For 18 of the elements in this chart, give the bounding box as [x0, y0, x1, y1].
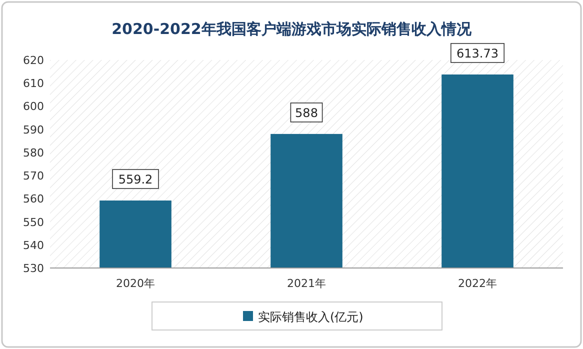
x-tick-label: 2021年	[287, 277, 326, 290]
y-tick-label: 530	[23, 262, 44, 275]
x-tick-label: 2022年	[458, 277, 497, 290]
y-tick-label: 620	[23, 54, 44, 67]
y-tick-label: 600	[23, 100, 44, 114]
y-tick-label: 540	[23, 238, 44, 252]
data-label: 588	[295, 106, 318, 120]
y-tick-label: 590	[23, 123, 44, 136]
data-label: 613.73	[456, 46, 498, 60]
x-tick-label: 2020年	[116, 277, 155, 290]
y-tick-label: 610	[23, 77, 44, 90]
y-tick-label: 570	[23, 170, 44, 183]
y-tick-label: 560	[23, 192, 44, 206]
chart-title: 2020-2022年我国客户端游戏市场实际销售收入情况	[112, 20, 472, 38]
y-tick-label: 580	[23, 146, 44, 160]
y-tick-label: 550	[23, 216, 44, 229]
data-label: 559.2	[118, 172, 153, 187]
legend-label: 实际销售收入(亿元)	[258, 310, 364, 324]
